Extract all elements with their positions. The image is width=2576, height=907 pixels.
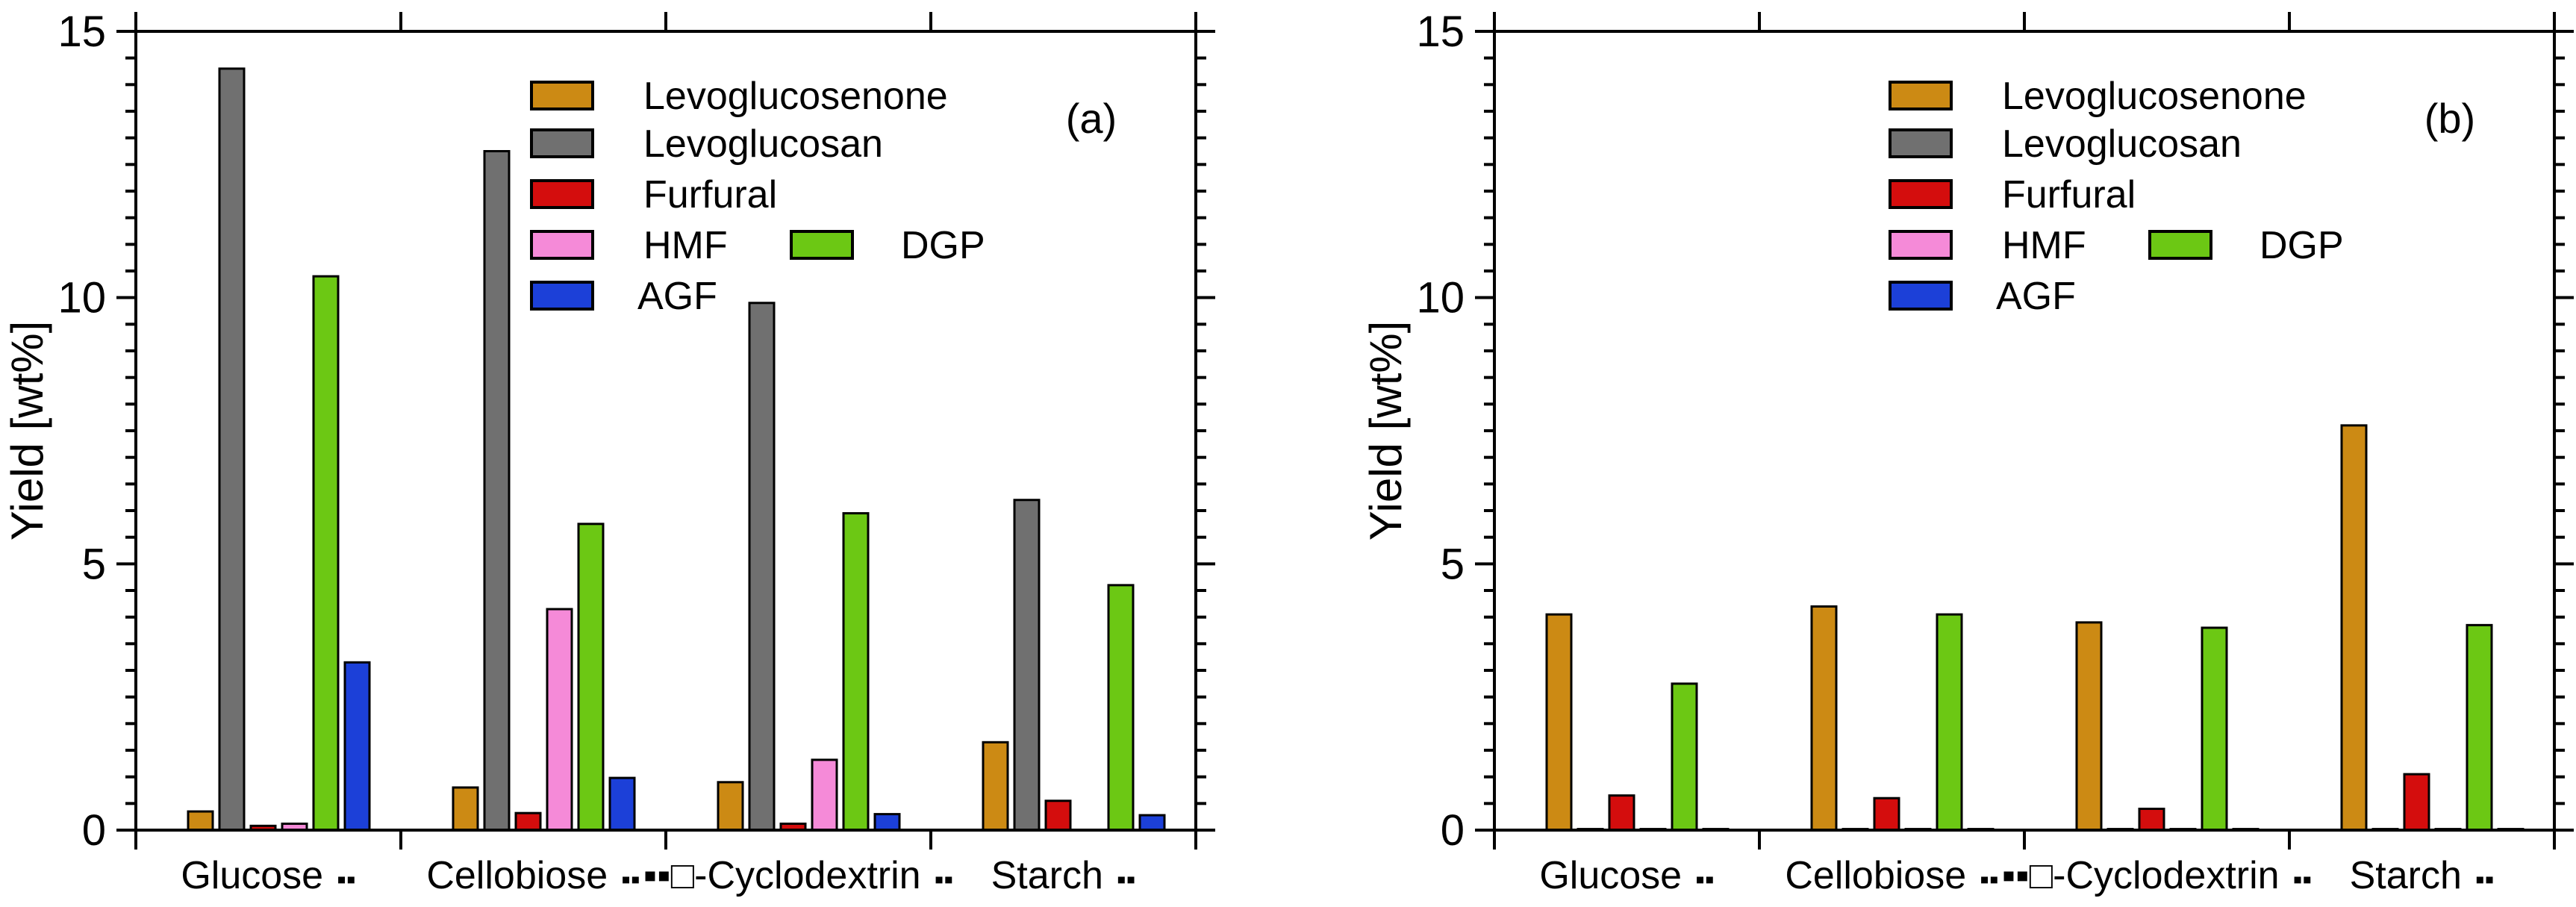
- bar-levoglucosenone-cyclodextrin: [2075, 621, 2103, 832]
- legend-swatch-dgp: [790, 230, 854, 260]
- legend-label-agf: AGF: [1996, 275, 2076, 318]
- bar-agf-cyclodextrin: [873, 813, 901, 832]
- legend-label-levoglucosenone: Levoglucosenone: [2002, 75, 2307, 118]
- x-tick-prefix: ▪▪□: [2002, 854, 2053, 897]
- legend-swatch-agf: [530, 281, 594, 311]
- legend-swatch-agf: [1889, 281, 1953, 311]
- bar-furfural-starch: [1044, 800, 1072, 832]
- x-tick-suffix: ▪▪: [1695, 864, 1715, 894]
- x-tick-label: ▪▪□-Cyclodextrin ▪▪: [643, 854, 953, 897]
- bar-dgp-cellobiose: [577, 523, 605, 832]
- legend-swatch-levoglucosan: [1889, 128, 1953, 158]
- y-axis-label: Yield [wt%]: [2, 321, 52, 541]
- legend-label-dgp: DGP: [2260, 224, 2344, 267]
- legend-swatch-levoglucosenone: [1889, 81, 1953, 110]
- x-tick-suffix: ▪▪: [1117, 864, 1136, 894]
- bar-dgp-glucose: [1671, 682, 1698, 832]
- legend-label-hmf: HMF: [2002, 224, 2086, 267]
- x-tick-category: Glucose: [1539, 854, 1682, 897]
- legend-label-agf: AGF: [637, 275, 717, 318]
- y-tick-label: 10: [57, 274, 106, 322]
- legend-label-hmf: HMF: [643, 224, 728, 267]
- x-tick-category: Cellobiose: [1785, 854, 1966, 897]
- bar-hmf-cyclodextrin: [811, 758, 838, 832]
- bar-dgp-cellobiose: [1936, 613, 1963, 832]
- x-tick-label: Cellobiose ▪▪: [1785, 854, 1998, 897]
- bar-furfural-cyclodextrin: [2138, 807, 2165, 832]
- x-tick-suffix: ▪▪: [2475, 864, 2495, 894]
- panel-label: (b): [2424, 95, 2475, 142]
- y-tick-label: 15: [57, 7, 106, 56]
- x-tick-category: Starch: [991, 854, 1103, 897]
- legend-swatch-levoglucosenone: [530, 81, 594, 110]
- y-tick-label: 5: [82, 540, 106, 588]
- x-tick-category: -Cyclodextrin: [694, 854, 920, 897]
- x-tick-label: Starch ▪▪: [991, 854, 1136, 897]
- x-tick-suffix: ▪▪: [337, 864, 356, 894]
- bar-levoglucosenone-cellobiose: [1810, 605, 1838, 832]
- legend-label-levoglucosan: Levoglucosan: [2002, 122, 2242, 166]
- legend-swatch-furfural: [530, 179, 594, 209]
- bar-furfural-cellobiose: [1873, 797, 1900, 832]
- y-tick-label: 10: [1416, 274, 1465, 322]
- bar-levoglucosenone-cellobiose: [452, 786, 479, 832]
- legend-swatch-dgp: [2148, 230, 2212, 260]
- bar-levoglucosenone-starch: [2340, 424, 2368, 832]
- x-tick-label: Glucose ▪▪: [181, 854, 355, 897]
- x-tick-label: Cellobiose ▪▪: [426, 854, 640, 897]
- legend-label-furfural: Furfural: [2002, 173, 2136, 216]
- bar-levoglucosenone-cyclodextrin: [717, 781, 744, 832]
- bar-levoglucosenone-glucose: [1545, 613, 1573, 832]
- y-tick-label: 0: [1441, 806, 1465, 855]
- y-tick-label: 15: [1416, 7, 1465, 56]
- bar-dgp-starch: [2466, 623, 2493, 832]
- y-axis-label: Yield [wt%]: [1361, 321, 1411, 541]
- x-tick-suffix: ▪▪: [935, 864, 954, 894]
- legend-label-dgp: DGP: [901, 224, 985, 267]
- panel-label: (a): [1066, 95, 1117, 142]
- x-tick-label: Starch ▪▪: [2350, 854, 2495, 897]
- x-tick-category: Glucose: [181, 854, 323, 897]
- bar-dgp-starch: [1107, 584, 1135, 832]
- x-tick-label: Glucose ▪▪: [1539, 854, 1714, 897]
- legend-label-levoglucosan: Levoglucosan: [643, 122, 883, 166]
- x-tick-suffix: ▪▪: [621, 864, 640, 894]
- legend-swatch-hmf: [530, 230, 594, 260]
- bar-dgp-cyclodextrin: [2201, 626, 2228, 832]
- bar-levoglucosenone-starch: [982, 741, 1009, 832]
- x-tick-label: ▪▪□-Cyclodextrin ▪▪: [2002, 854, 2312, 897]
- x-tick-prefix: ▪▪□: [643, 854, 695, 897]
- y-tick-label: 0: [82, 806, 106, 855]
- bar-levoglucosenone-glucose: [187, 810, 214, 832]
- legend-swatch-furfural: [1889, 179, 1953, 209]
- bar-dgp-cyclodextrin: [842, 512, 870, 832]
- bar-levoglucosan-glucose: [218, 67, 246, 832]
- bar-levoglucosan-cellobiose: [483, 150, 511, 832]
- bar-dgp-glucose: [312, 275, 340, 832]
- bar-agf-glucose: [343, 661, 371, 832]
- x-tick-category: Starch: [2350, 854, 2462, 897]
- bar-furfural-starch: [2403, 773, 2430, 832]
- bar-hmf-cellobiose: [546, 608, 573, 832]
- bar-agf-starch: [1138, 814, 1166, 832]
- legend-label-levoglucosenone: Levoglucosenone: [643, 75, 948, 118]
- x-tick-suffix: ▪▪: [1980, 864, 1999, 894]
- bar-levoglucosan-starch: [1013, 499, 1041, 832]
- y-tick-label: 5: [1441, 540, 1465, 588]
- bar-furfural-glucose: [1608, 794, 1635, 832]
- x-tick-category: -Cyclodextrin: [2053, 854, 2279, 897]
- legend-label-furfural: Furfural: [643, 173, 777, 216]
- x-tick-suffix: ▪▪: [2293, 864, 2313, 894]
- legend-swatch-hmf: [1889, 230, 1953, 260]
- bar-levoglucosan-cyclodextrin: [748, 302, 776, 832]
- x-tick-category: Cellobiose: [426, 854, 608, 897]
- bar-furfural-cellobiose: [514, 811, 542, 832]
- bar-agf-cellobiose: [608, 776, 636, 832]
- legend-swatch-levoglucosan: [530, 128, 594, 158]
